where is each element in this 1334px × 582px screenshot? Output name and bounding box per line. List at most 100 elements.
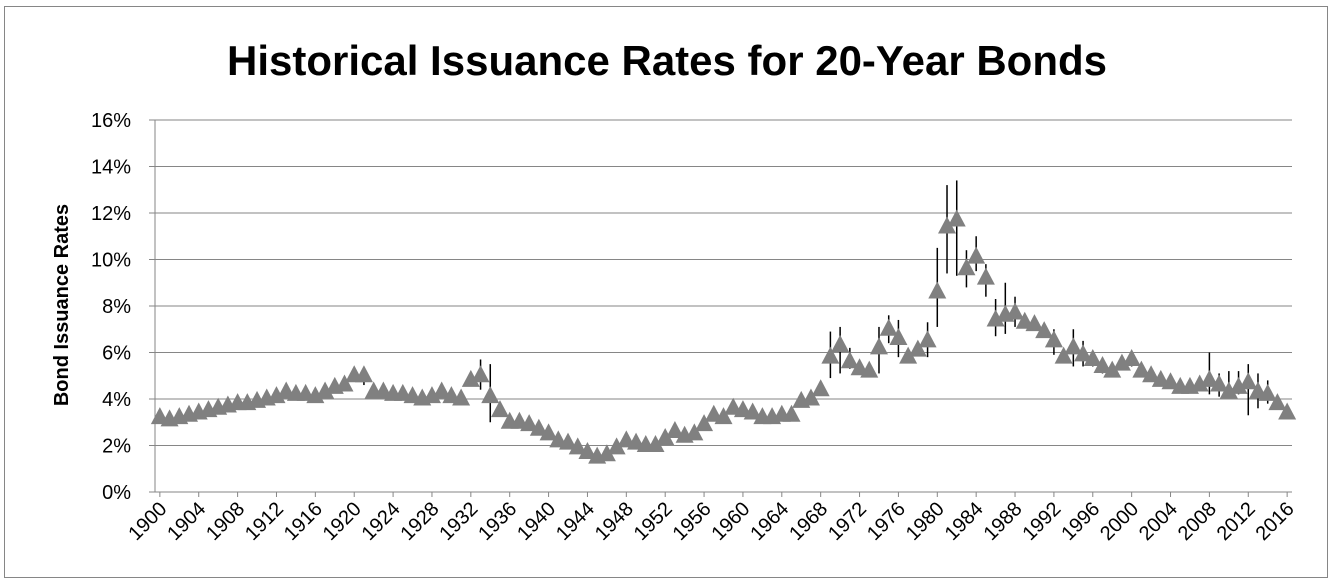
data-point <box>1278 402 1297 420</box>
data-point <box>646 435 665 452</box>
data-point <box>471 365 490 383</box>
x-tick-label: 1900 <box>124 498 171 545</box>
x-tick-label: 1952 <box>630 498 677 545</box>
data-point <box>899 346 918 364</box>
data-point <box>539 423 558 441</box>
data-point <box>938 216 957 234</box>
data-point <box>481 386 500 404</box>
data-point <box>1142 365 1161 383</box>
data-point <box>597 444 616 462</box>
x-tick-label: 2008 <box>1174 498 1221 545</box>
data-point <box>1132 360 1151 378</box>
x-tick-label: 1940 <box>513 498 560 545</box>
y-tick-labels: 0% 2% 4% 6% 8% 10% 12% 14% 16% <box>91 110 131 504</box>
data-point <box>1190 374 1209 392</box>
data-point <box>743 402 762 420</box>
data-point <box>568 437 587 455</box>
error-bars <box>363 180 1269 423</box>
x-tick-label: 2016 <box>1252 498 1299 545</box>
data-point <box>335 374 354 392</box>
data-point <box>490 400 509 418</box>
data-point <box>1229 376 1248 394</box>
y-axis-label: Bond Issuance Rates <box>51 204 73 406</box>
y-tick-label: 10% <box>91 250 131 272</box>
y-tick-label: 2% <box>102 436 131 458</box>
data-point <box>1035 321 1054 339</box>
chart-frame <box>4 6 1328 578</box>
data-point <box>1006 302 1025 320</box>
x-tick-label: 1984 <box>941 498 988 545</box>
data-point <box>1112 353 1131 371</box>
data-point <box>607 437 626 455</box>
x-tick-label: 1948 <box>591 498 638 545</box>
x-tick-label: 1928 <box>396 498 443 545</box>
x-tick-label: 1944 <box>552 498 599 545</box>
x-tick-label: 1920 <box>319 498 366 545</box>
data-point <box>1258 383 1277 401</box>
data-point <box>918 330 937 348</box>
data-point <box>860 360 879 378</box>
data-point <box>1239 372 1258 390</box>
data-point <box>1210 374 1229 392</box>
data-point <box>986 309 1005 327</box>
data-point <box>801 388 820 406</box>
data-point <box>976 267 995 285</box>
data-point <box>1268 393 1287 411</box>
x-tick-label: 1964 <box>746 498 793 545</box>
y-tick-label: 12% <box>91 203 131 225</box>
y-tick-label: 14% <box>91 157 131 179</box>
data-point <box>1219 381 1238 399</box>
data-point <box>821 346 840 364</box>
data-point <box>811 379 830 397</box>
data-point <box>432 381 451 399</box>
y-tick-label: 4% <box>102 389 131 411</box>
x-tick-labels: 1900190419081912191619201924192819321936… <box>124 498 1298 545</box>
data-point <box>889 328 908 346</box>
data-point <box>422 386 441 404</box>
y-tick-label: 16% <box>91 110 131 132</box>
data-point <box>831 335 850 353</box>
data-point <box>957 258 976 276</box>
chart-title: Historical Issuance Rates for 20-Year Bo… <box>226 37 1107 84</box>
gridlines <box>149 119 1292 497</box>
data-point <box>1064 337 1083 355</box>
data-point <box>656 428 675 446</box>
data-point <box>1161 372 1180 390</box>
x-tick-label: 1924 <box>358 498 405 545</box>
data-point <box>714 407 733 425</box>
x-tick-label: 1908 <box>202 498 249 545</box>
x-tick-label: 1916 <box>280 498 327 545</box>
data-point <box>1083 348 1102 366</box>
x-tick-label: 1912 <box>241 498 288 545</box>
data-point <box>267 386 286 404</box>
y-tick-label: 8% <box>102 296 131 318</box>
data-point <box>1103 360 1122 378</box>
data-point <box>520 414 539 432</box>
data-point <box>316 381 335 399</box>
x-tick-label: 1988 <box>980 498 1027 545</box>
x-tick-label: 1968 <box>785 498 832 545</box>
data-point <box>1122 348 1141 366</box>
data-point <box>947 209 966 227</box>
x-tick-label: 1932 <box>435 498 482 545</box>
x-tick-label: 2004 <box>1135 498 1182 545</box>
data-point <box>1044 330 1063 348</box>
data-point <box>685 423 704 441</box>
x-tick-label: 1904 <box>163 498 210 545</box>
data-point <box>452 388 471 406</box>
data-point <box>1093 355 1112 373</box>
data-point <box>1025 314 1044 332</box>
x-tick-label: 2000 <box>1096 498 1143 545</box>
y-tick-label: 6% <box>102 343 131 365</box>
data-point <box>840 351 859 369</box>
data-point <box>354 365 373 383</box>
data-point <box>306 386 325 404</box>
x-tick-label: 1980 <box>902 498 949 545</box>
x-tick-label: 2012 <box>1213 498 1260 545</box>
data-point <box>665 421 684 439</box>
y-tick-label: 0% <box>102 482 131 504</box>
data-point <box>908 339 927 357</box>
x-tick-label: 1976 <box>863 498 910 545</box>
x-tick-label: 1996 <box>1057 498 1104 545</box>
